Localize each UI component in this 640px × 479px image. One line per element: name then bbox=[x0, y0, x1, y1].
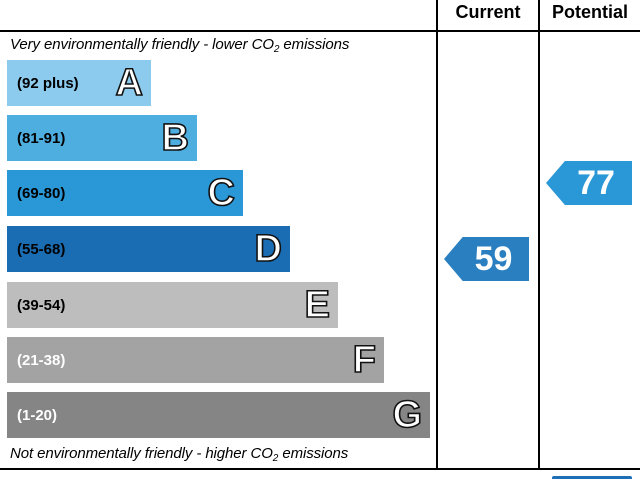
bottom-note-sub: 2 bbox=[272, 453, 279, 464]
top-note-sub: 2 bbox=[273, 44, 280, 55]
band-e: (39-54) E bbox=[7, 282, 338, 328]
band-range: (55-68) bbox=[17, 240, 66, 258]
bottom-note: Not environmentally friendly - higher CO… bbox=[10, 445, 348, 464]
potential-rating-arrow: 77 bbox=[546, 161, 632, 205]
band-letter: C bbox=[207, 172, 236, 214]
band-letter: D bbox=[254, 228, 283, 270]
footer-divider bbox=[0, 468, 640, 470]
header-divider bbox=[0, 30, 640, 32]
band-letter: A bbox=[115, 62, 144, 104]
band-letter: B bbox=[161, 117, 190, 159]
current-rating-arrow: 59 bbox=[444, 237, 529, 281]
current-column-header: Current bbox=[455, 2, 521, 22]
top-note: Very environmentally friendly - lower CO… bbox=[10, 36, 349, 55]
band-a: (92 plus) A bbox=[7, 60, 151, 106]
band-b: (81-91) B bbox=[7, 115, 197, 161]
band-range: (21-38) bbox=[17, 351, 66, 369]
potential-column-header: Potential bbox=[551, 2, 628, 22]
band-range: (39-54) bbox=[17, 296, 66, 314]
band-letter: E bbox=[304, 284, 331, 326]
top-note-o: O bbox=[262, 36, 274, 53]
band-range: (81-91) bbox=[17, 129, 66, 147]
bottom-note-text: Not environmentally friendly - higher C bbox=[10, 445, 262, 462]
band-letter: F bbox=[352, 339, 377, 381]
bottom-note-tail: emissions bbox=[278, 445, 349, 462]
band-c: (69-80) C bbox=[7, 170, 243, 216]
band-range: (1-20) bbox=[17, 406, 58, 424]
band-d: (55-68) D bbox=[7, 226, 290, 272]
top-note-tail: emissions bbox=[279, 36, 350, 53]
top-note-text: Very environmentally friendly - lower C bbox=[10, 36, 263, 53]
bottom-note-o: O bbox=[261, 445, 273, 462]
band-letter: G bbox=[392, 394, 423, 436]
next-row-edge bbox=[552, 476, 632, 479]
potential-rating-value: 77 bbox=[577, 163, 615, 202]
current-rating-value: 59 bbox=[474, 239, 513, 278]
column-divider-potential bbox=[538, 0, 540, 470]
band-f: (21-38) F bbox=[7, 337, 384, 383]
band-g: (1-20) G bbox=[7, 392, 430, 438]
band-range: (69-80) bbox=[17, 184, 66, 202]
column-divider-current bbox=[436, 0, 438, 470]
band-range: (92 plus) bbox=[17, 74, 79, 92]
